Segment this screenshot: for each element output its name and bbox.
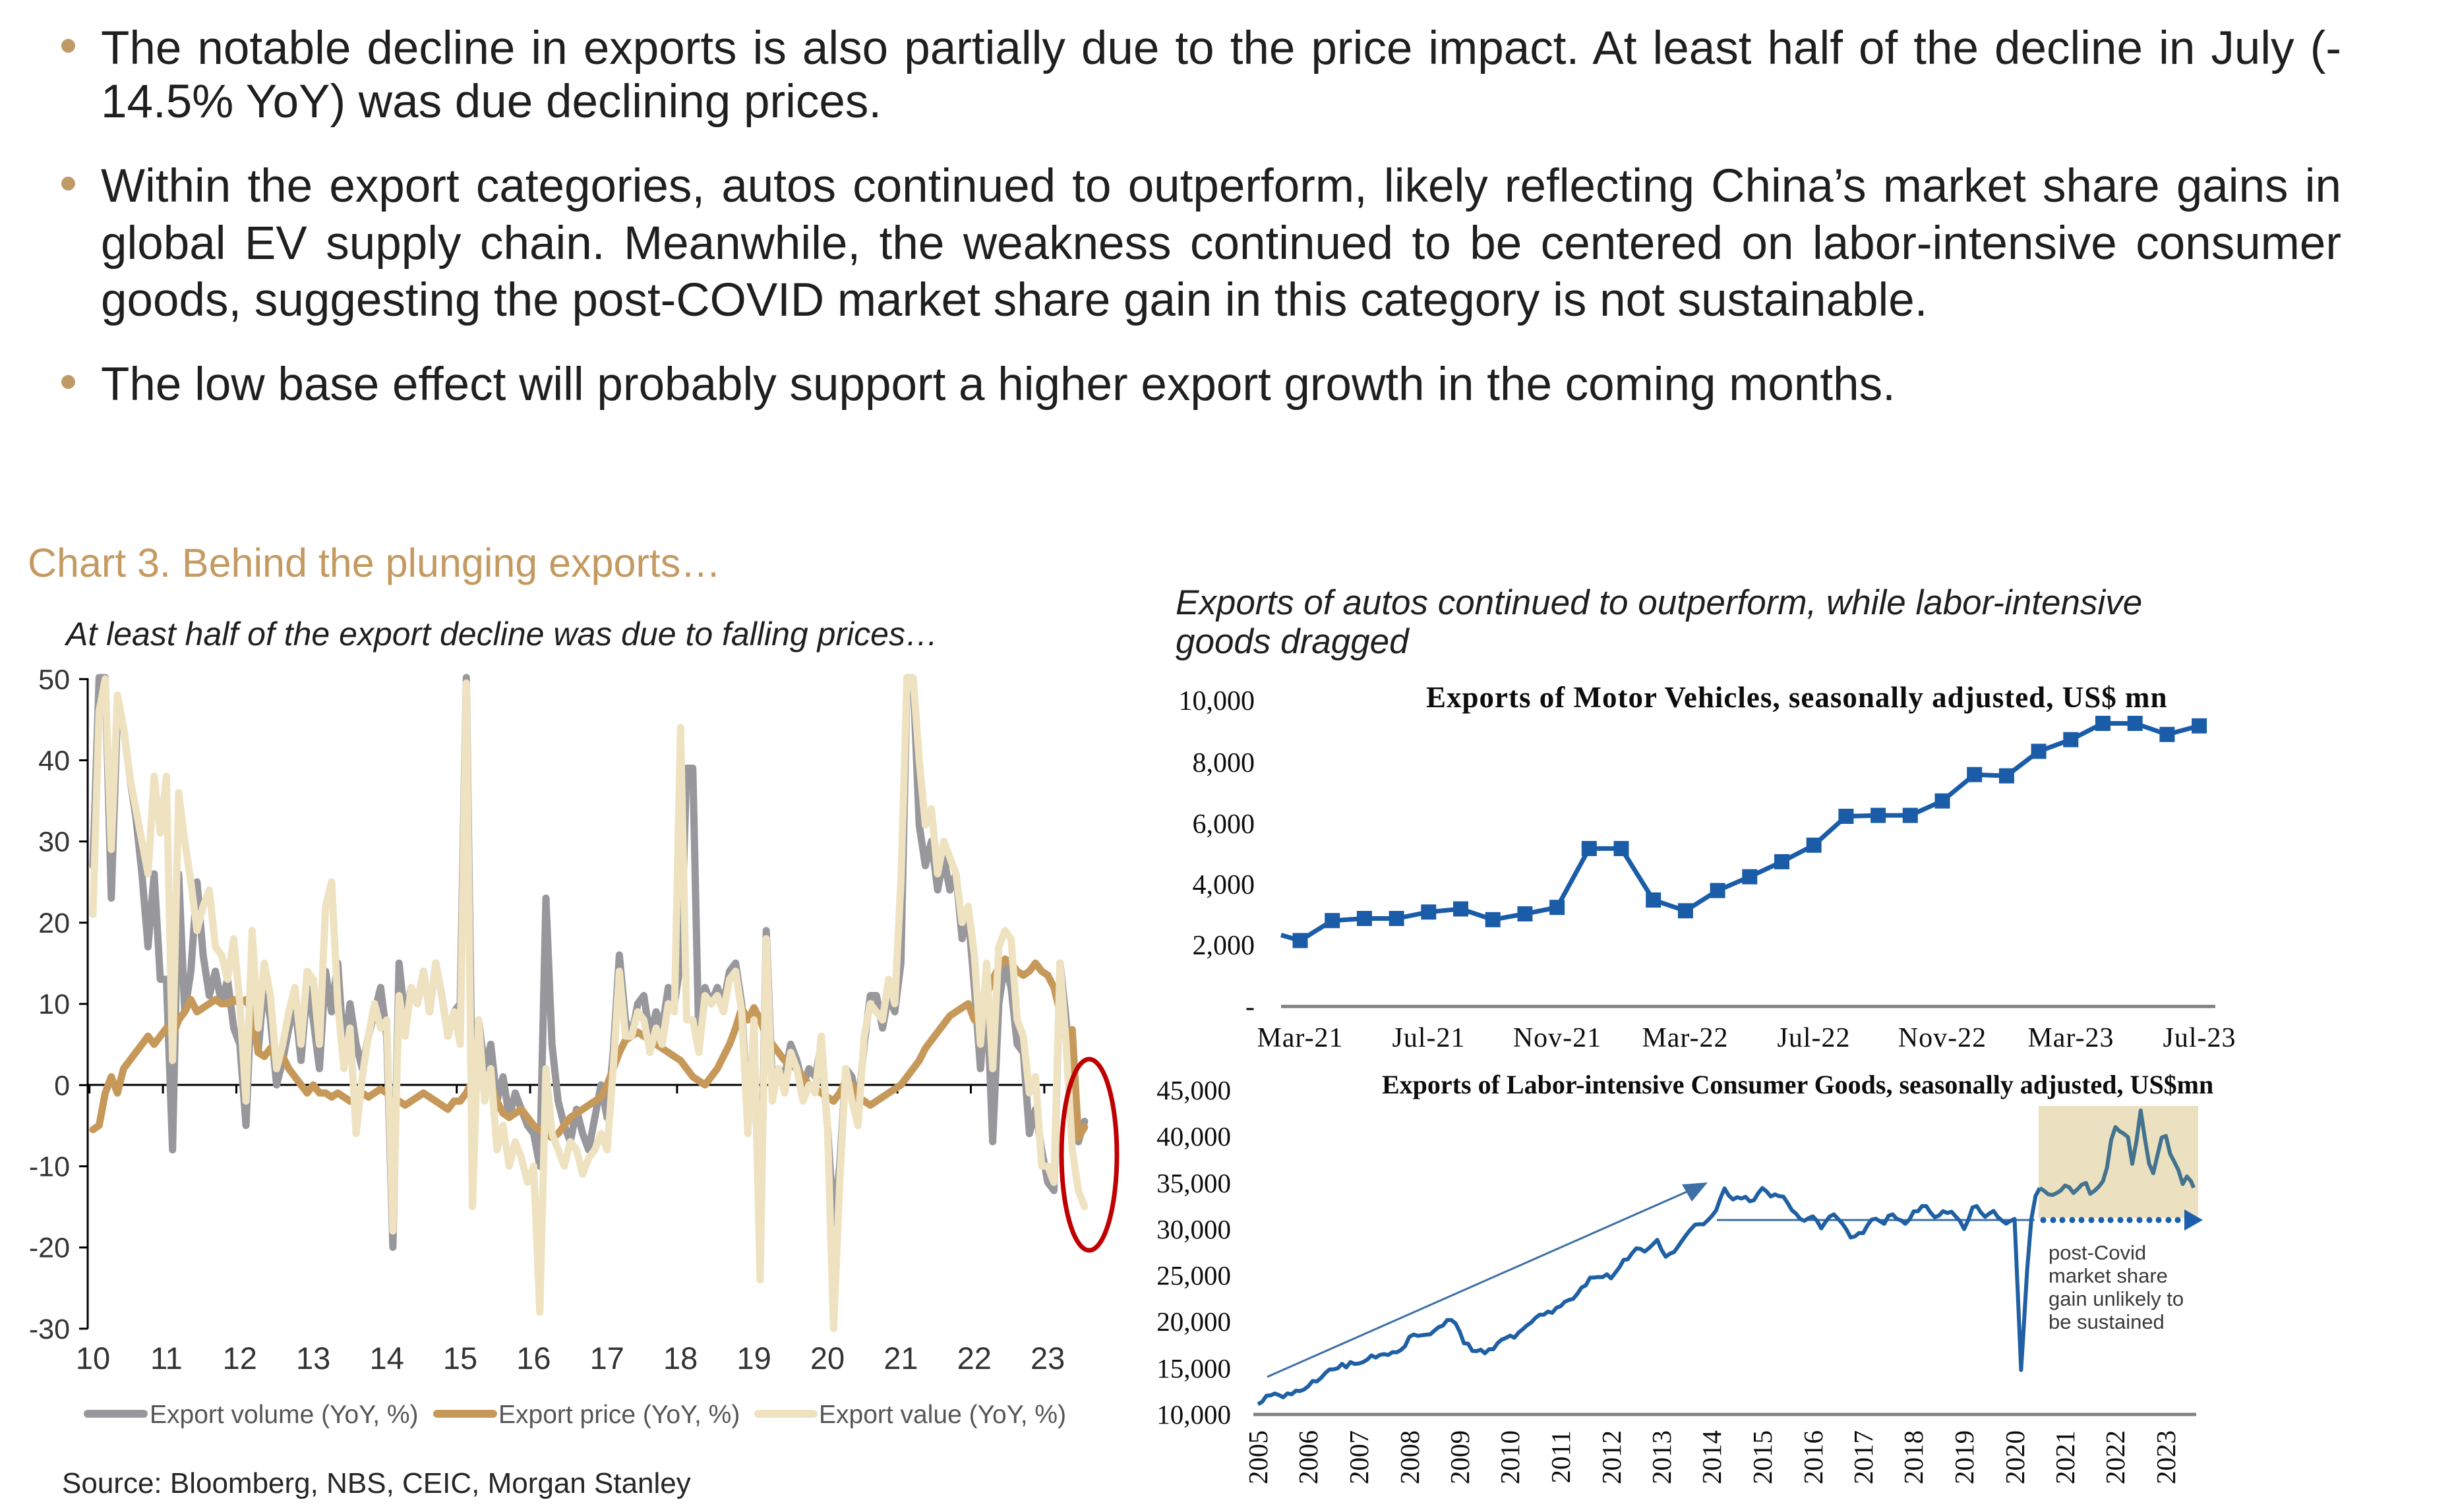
svg-text:2022: 2022 (2100, 1430, 2130, 1484)
svg-text:6,000: 6,000 (1193, 809, 1255, 840)
svg-text:2015: 2015 (1747, 1430, 1778, 1484)
svg-text:-10: -10 (29, 1151, 70, 1183)
svg-text:10: 10 (76, 1341, 110, 1376)
svg-text:2018: 2018 (1898, 1430, 1929, 1484)
svg-text:Nov-22: Nov-22 (1898, 1023, 1987, 1053)
svg-text:Exports of Labor-intensive Con: Exports of Labor-intensive Consumer Good… (1382, 1070, 2213, 1099)
svg-text:2023: 2023 (2151, 1430, 2181, 1484)
svg-text:21: 21 (883, 1341, 918, 1376)
svg-text:Jul-22: Jul-22 (1778, 1023, 1851, 1053)
svg-text:11: 11 (150, 1341, 183, 1376)
svg-text:4,000: 4,000 (1193, 870, 1255, 900)
svg-text:30,000: 30,000 (1156, 1214, 1231, 1244)
svg-text:10,000: 10,000 (1156, 1399, 1231, 1430)
svg-text:16: 16 (516, 1341, 551, 1376)
svg-text:19: 19 (736, 1341, 771, 1376)
svg-text:Nov-21: Nov-21 (1513, 1023, 1601, 1053)
svg-text:20,000: 20,000 (1156, 1306, 1231, 1337)
svg-text:2016: 2016 (1798, 1430, 1828, 1484)
svg-text:Exports of Motor Vehicles, sea: Exports of Motor Vehicles, seasonally ad… (1426, 681, 2168, 714)
svg-text:Mar-21: Mar-21 (1257, 1023, 1343, 1053)
svg-text:45,000: 45,000 (1156, 1075, 1231, 1105)
svg-text:12: 12 (223, 1341, 257, 1376)
svg-text:2017: 2017 (1848, 1430, 1878, 1484)
svg-text:0: 0 (54, 1070, 70, 1101)
svg-text:2012: 2012 (1596, 1430, 1627, 1484)
svg-text:15,000: 15,000 (1156, 1353, 1231, 1383)
svg-text:2005: 2005 (1243, 1430, 1273, 1484)
svg-text:20: 20 (810, 1341, 845, 1376)
svg-text:Export price (YoY, %): Export price (YoY, %) (498, 1401, 740, 1429)
svg-text:2006: 2006 (1293, 1430, 1323, 1484)
svg-text:50: 50 (38, 664, 70, 695)
svg-text:Jul-23: Jul-23 (2163, 1023, 2236, 1053)
svg-text:40,000: 40,000 (1156, 1121, 1231, 1151)
svg-text:20: 20 (38, 908, 70, 939)
svg-text:40: 40 (38, 745, 70, 777)
svg-text:23: 23 (1031, 1341, 1065, 1376)
svg-text:35,000: 35,000 (1156, 1168, 1231, 1198)
svg-text:2019: 2019 (1949, 1430, 1979, 1484)
svg-text:17: 17 (590, 1341, 624, 1376)
svg-text:13: 13 (296, 1341, 330, 1376)
svg-text:2021: 2021 (2050, 1430, 2080, 1484)
svg-text:2013: 2013 (1646, 1430, 1677, 1484)
svg-text:Export value (YoY, %): Export value (YoY, %) (819, 1401, 1066, 1429)
svg-text:25,000: 25,000 (1156, 1260, 1231, 1291)
svg-text:2009: 2009 (1445, 1430, 1475, 1484)
svg-text:30: 30 (38, 827, 70, 858)
svg-text:Jul-21: Jul-21 (1392, 1023, 1466, 1053)
svg-text:10: 10 (38, 989, 70, 1020)
svg-text:2,000: 2,000 (1193, 931, 1255, 961)
svg-text:-: - (1245, 992, 1255, 1022)
svg-text:15: 15 (443, 1341, 477, 1376)
svg-text:2007: 2007 (1344, 1430, 1374, 1484)
svg-text:Export volume (YoY, %): Export volume (YoY, %) (150, 1401, 419, 1429)
svg-text:18: 18 (663, 1341, 698, 1376)
svg-text:-30: -30 (29, 1314, 70, 1345)
svg-text:2011: 2011 (1545, 1430, 1576, 1483)
svg-text:Mar-22: Mar-22 (1642, 1023, 1728, 1053)
svg-text:14: 14 (369, 1341, 404, 1376)
svg-text:-20: -20 (29, 1233, 70, 1264)
svg-text:2010: 2010 (1495, 1430, 1525, 1484)
svg-text:10,000: 10,000 (1179, 686, 1255, 716)
svg-text:22: 22 (957, 1341, 992, 1376)
svg-text:2008: 2008 (1394, 1430, 1425, 1484)
svg-text:Mar-23: Mar-23 (2027, 1023, 2114, 1053)
svg-text:2014: 2014 (1696, 1430, 1727, 1484)
svg-text:2020: 2020 (2000, 1430, 2030, 1484)
svg-text:8,000: 8,000 (1193, 748, 1255, 778)
